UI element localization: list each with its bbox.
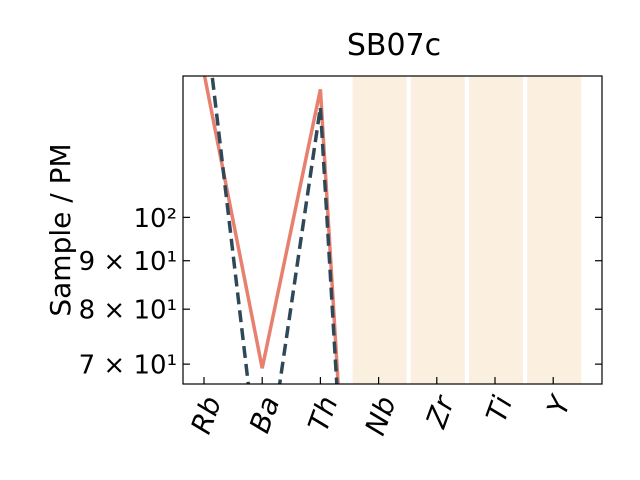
x-tick-label: Y [540,390,578,419]
y-tick-label: 8 × 10¹ [79,296,177,326]
shaded-band [410,76,465,384]
shaded-band [527,76,582,384]
x-tick-label: Zr [419,390,461,432]
x-tick-label: Th [302,392,345,436]
series-line [210,76,339,384]
shaded-band [469,76,523,384]
series-line [202,76,340,384]
plot-frame [182,75,603,385]
y-tick-label: 7 × 10¹ [79,351,177,381]
x-tick-label: Ti [480,392,520,427]
shaded-band [352,76,407,384]
y-tick-label: 9 × 10¹ [79,247,177,277]
chart-title: SB07c [347,28,441,63]
x-tick-label: Ba [243,392,286,437]
x-tick-label: Nb [358,392,402,440]
x-tick-label: Rb [184,392,228,438]
y-tick-label: 10² [133,204,177,234]
y-axis-label: Sample / PM [44,143,77,316]
